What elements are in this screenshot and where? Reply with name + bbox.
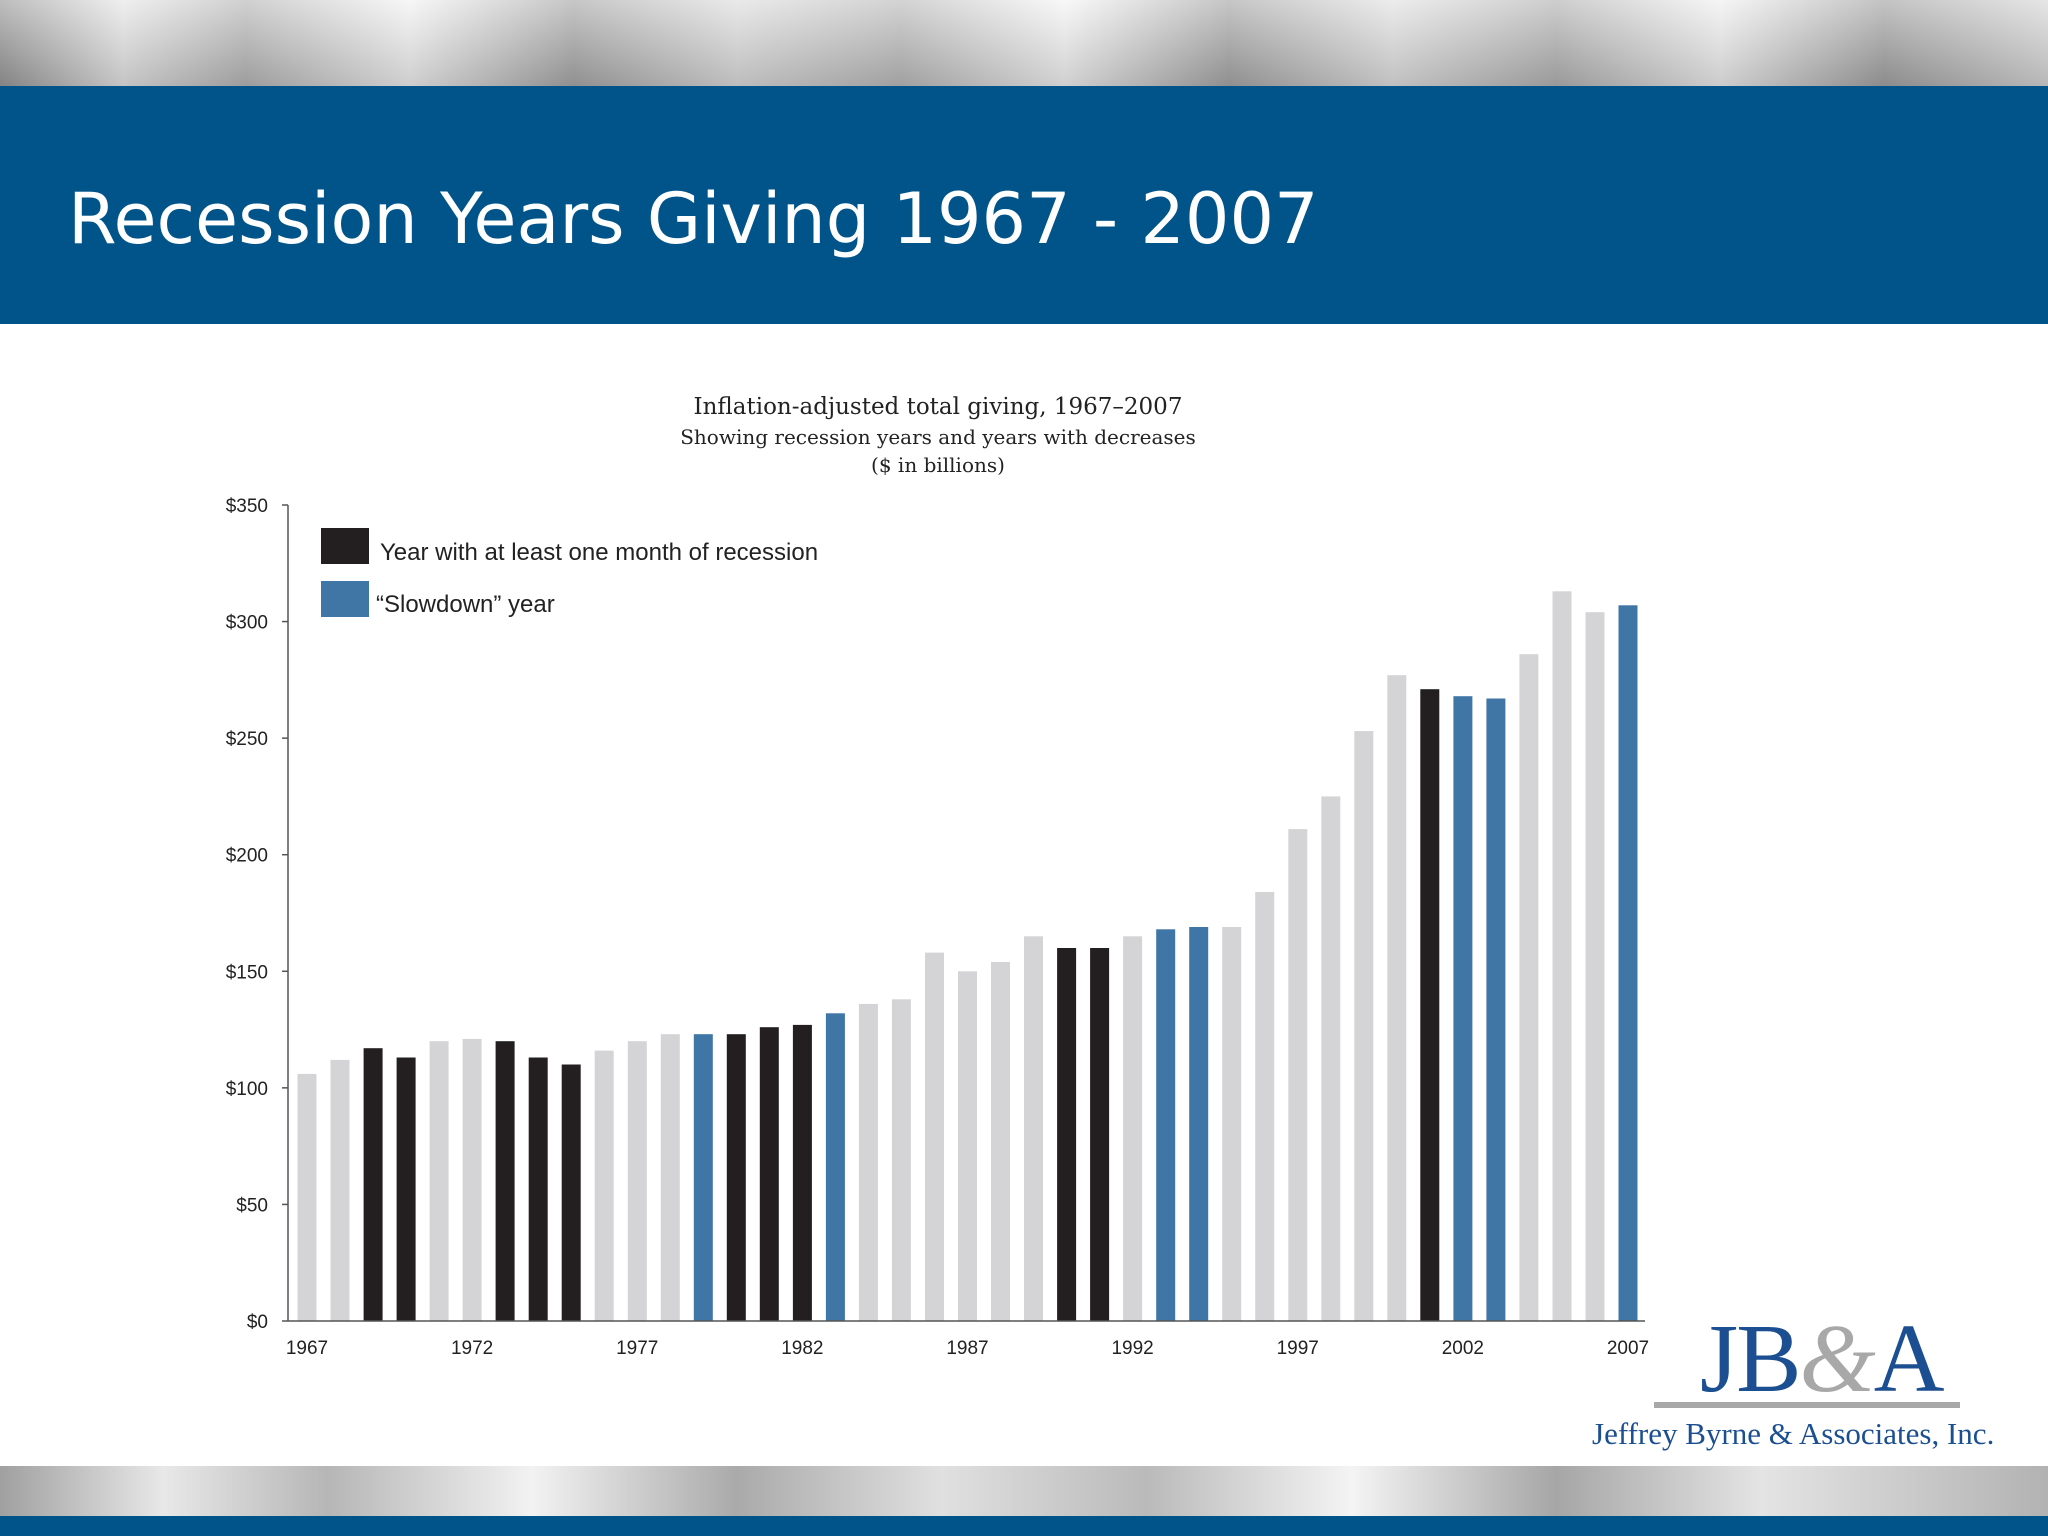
x-tick-label: 1982 — [781, 1338, 823, 1359]
bar-1988 — [991, 962, 1010, 1321]
y-tick-label: $350 — [226, 496, 268, 517]
bar-2002 — [1453, 696, 1473, 1321]
bar-1992 — [1123, 936, 1143, 1321]
bar-1969 — [363, 1048, 383, 1321]
bar-1975 — [561, 1064, 581, 1321]
bar-1996 — [1255, 892, 1275, 1321]
bar-2005 — [1552, 591, 1572, 1321]
top-decorative-strip — [0, 0, 2048, 86]
bottom-band — [0, 1516, 2048, 1536]
bar-2000 — [1387, 675, 1407, 1321]
bar-1973 — [495, 1041, 515, 1321]
bottom-decorative-strip — [0, 1466, 2048, 1516]
x-tick-label: 2007 — [1607, 1338, 1649, 1359]
chart-subtitle: Showing recession years and years with d… — [680, 425, 1196, 449]
y-tick-label: $50 — [236, 1195, 268, 1216]
bar-1970 — [396, 1057, 416, 1321]
x-tick-label: 1992 — [1111, 1338, 1153, 1359]
bar-1983 — [825, 1013, 845, 1321]
bar-1971 — [429, 1041, 449, 1321]
bar-1993 — [1156, 929, 1176, 1321]
y-tick-label: $200 — [226, 846, 268, 867]
bar-2006 — [1585, 612, 1605, 1321]
bar-1984 — [858, 1003, 878, 1321]
x-tick-label: 1967 — [286, 1338, 328, 1359]
bar-2003 — [1486, 698, 1506, 1321]
bar-1985 — [891, 999, 911, 1321]
bar-1997 — [1288, 829, 1308, 1321]
bar-1978 — [660, 1034, 680, 1321]
bar-1981 — [759, 1027, 779, 1321]
x-tick-label: 2002 — [1442, 1338, 1484, 1359]
bar-2007 — [1618, 605, 1638, 1321]
bar-1982 — [792, 1024, 812, 1321]
legend-swatch-slowdown — [321, 581, 369, 617]
y-tick-label: $100 — [226, 1079, 268, 1100]
bar-1998 — [1321, 796, 1341, 1321]
bar-1968 — [330, 1059, 350, 1321]
x-tick-label: 1977 — [616, 1338, 658, 1359]
bar-1967 — [297, 1073, 317, 1321]
company-logo: JB&A Jeffrey Byrne & Associates, Inc. — [1580, 1310, 2020, 1460]
y-tick-label: $0 — [247, 1312, 268, 1333]
y-tick-label: $250 — [226, 729, 268, 750]
bar-1979 — [693, 1034, 713, 1321]
bar-1999 — [1354, 731, 1374, 1321]
logo-underline — [1654, 1402, 1960, 1408]
bar-1994 — [1189, 927, 1209, 1321]
giving-bar-chart: Inflation-adjusted total giving, 1967–20… — [226, 394, 1649, 1359]
bars-group — [297, 591, 1638, 1321]
chart-units: ($ in billions) — [871, 453, 1005, 477]
bar-1986 — [925, 952, 944, 1321]
legend: Year with at least one month of recessio… — [321, 528, 818, 618]
logo-company-name: Jeffrey Byrne & Associates, Inc. — [1592, 1416, 1995, 1451]
x-tick-label: 1997 — [1277, 1338, 1319, 1359]
x-tick-label: 1987 — [946, 1338, 988, 1359]
bar-1989 — [1024, 936, 1043, 1321]
legend-swatch-recession — [321, 528, 369, 564]
logo-mark: JB&A — [1700, 1305, 1945, 1413]
x-tick-label: 1972 — [451, 1338, 493, 1359]
bar-1974 — [528, 1057, 548, 1321]
bar-1991 — [1090, 948, 1110, 1321]
slide-title: Recession Years Giving 1967 - 2007 — [68, 178, 1319, 260]
title-band — [0, 86, 2048, 324]
bar-1977 — [627, 1041, 647, 1321]
bar-1995 — [1222, 927, 1242, 1321]
bar-2004 — [1519, 654, 1539, 1321]
bar-2001 — [1420, 689, 1440, 1321]
legend-label-recession: Year with at least one month of recessio… — [380, 539, 818, 566]
y-tick-label: $300 — [226, 613, 268, 634]
axes-group: $0 $50 $100 $150 $200 $250 $300 $350 1967 1972 197… — [226, 496, 1649, 1359]
bar-1976 — [594, 1050, 614, 1321]
bar-1980 — [726, 1034, 746, 1321]
chart-title: Inflation-adjusted total giving, 1967–20… — [694, 394, 1183, 420]
bar-1972 — [462, 1038, 482, 1321]
bar-1990 — [1057, 948, 1077, 1321]
y-tick-label: $150 — [226, 962, 268, 983]
bar-1987 — [958, 971, 977, 1321]
legend-label-slowdown: “Slowdown” year — [376, 591, 555, 618]
